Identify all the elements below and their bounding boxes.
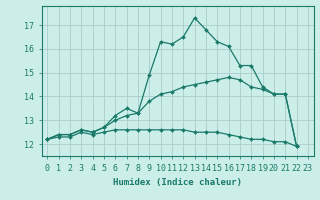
X-axis label: Humidex (Indice chaleur): Humidex (Indice chaleur) xyxy=(113,178,242,187)
